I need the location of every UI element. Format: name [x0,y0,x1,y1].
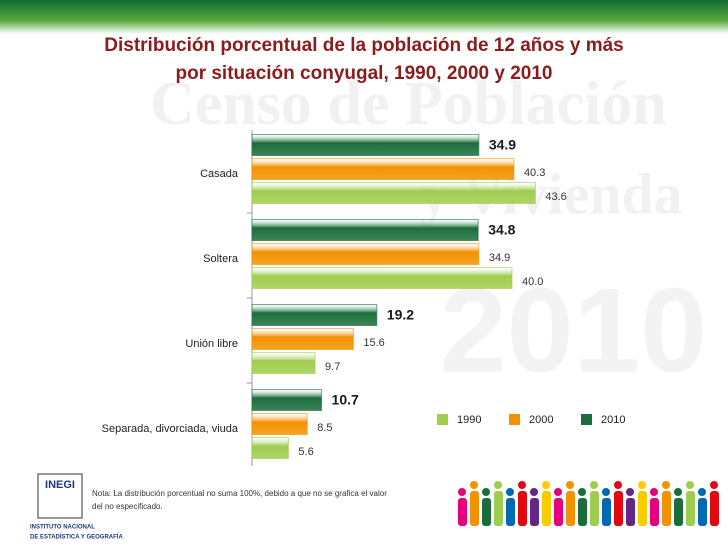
people-icon [638,491,647,526]
value-label: 40.3 [524,167,545,179]
people-icon [578,498,587,526]
people-icon [506,488,514,496]
people-icon [602,488,610,496]
logo-text: INEGI [45,479,75,491]
bar [251,413,308,435]
people-icon [470,481,478,489]
people-icon [650,498,659,526]
top-band [0,0,728,34]
value-label: 8.5 [317,422,332,434]
bar [251,304,378,326]
value-label: 34.8 [488,222,515,238]
people-icon [506,498,515,526]
people-icon [686,481,694,489]
people-icon [602,498,611,526]
people-icon [698,488,706,496]
logo-text: DE ESTADÍSTICA Y GEOGRAFÍA [30,533,123,541]
chart-title: Distribución porcentual de la población … [104,35,623,56]
value-label: 10.7 [332,392,359,408]
logo-text: INSTITUTO NACIONAL [30,525,95,531]
value-label: 9.7 [325,361,340,373]
people-icon [554,498,563,526]
value-label: 34.9 [489,252,510,264]
people-icon [614,491,623,526]
bar [251,243,480,265]
category-label: Soltera [203,253,239,265]
people-icon [566,481,574,489]
people-icon [530,488,538,496]
note: Nota: La distribución porcentual no suma… [92,489,387,498]
people-icon [662,481,670,489]
chart-title: por situación conyugal, 1990, 2000 y 201… [175,63,552,84]
people-icon [614,481,622,489]
people-icon [494,481,502,489]
value-label: 34.9 [489,137,516,153]
people-icon [530,498,539,526]
people-icon [698,498,707,526]
people-icon [542,491,551,526]
legend-swatch [509,414,520,425]
people-icon [674,488,682,496]
value-label: 5.6 [298,446,313,458]
legend-label: 2000 [529,414,553,426]
bar [251,352,316,374]
logo-box [37,473,83,519]
bar [251,182,536,204]
value-label: 19.2 [387,307,414,323]
bar [251,267,513,289]
people-icon [626,498,635,526]
category-label: Separada, divorciada, viuda [102,423,239,435]
people-icon [674,498,683,526]
bar [251,158,515,180]
bar [251,389,323,411]
people-icon [542,481,550,489]
people-icon [650,488,658,496]
category-label: Unión libre [185,338,238,350]
people-icon [662,491,671,526]
note: del no especificado. [92,502,163,511]
people-icon [458,488,466,496]
people-icon [458,498,467,526]
legend-swatch [581,414,592,425]
people-icon [482,498,491,526]
people-icon [494,491,503,526]
people-icon [578,488,586,496]
people-icon [686,491,695,526]
bar [251,219,479,241]
people-icon [482,488,490,496]
value-label: 43.6 [545,191,566,203]
bar [251,134,480,156]
people-icon [710,491,719,526]
people-icon [554,488,562,496]
people-icon [710,481,718,489]
legend-label: 1990 [457,414,481,426]
bar [251,328,354,350]
legend-label: 2010 [601,414,625,426]
people-icon [590,491,599,526]
people-icon [626,488,634,496]
people-icon [518,491,527,526]
legend-swatch [437,414,448,425]
value-label: 15.6 [363,337,384,349]
bar [251,437,289,459]
watermark: Censo de Población [150,70,667,138]
value-label: 40.0 [522,276,543,288]
people-icon [638,481,646,489]
category-label: Casada [200,168,239,180]
people-icon [590,481,598,489]
people-icon [470,491,479,526]
people-icon [518,481,526,489]
people-icon [566,491,575,526]
